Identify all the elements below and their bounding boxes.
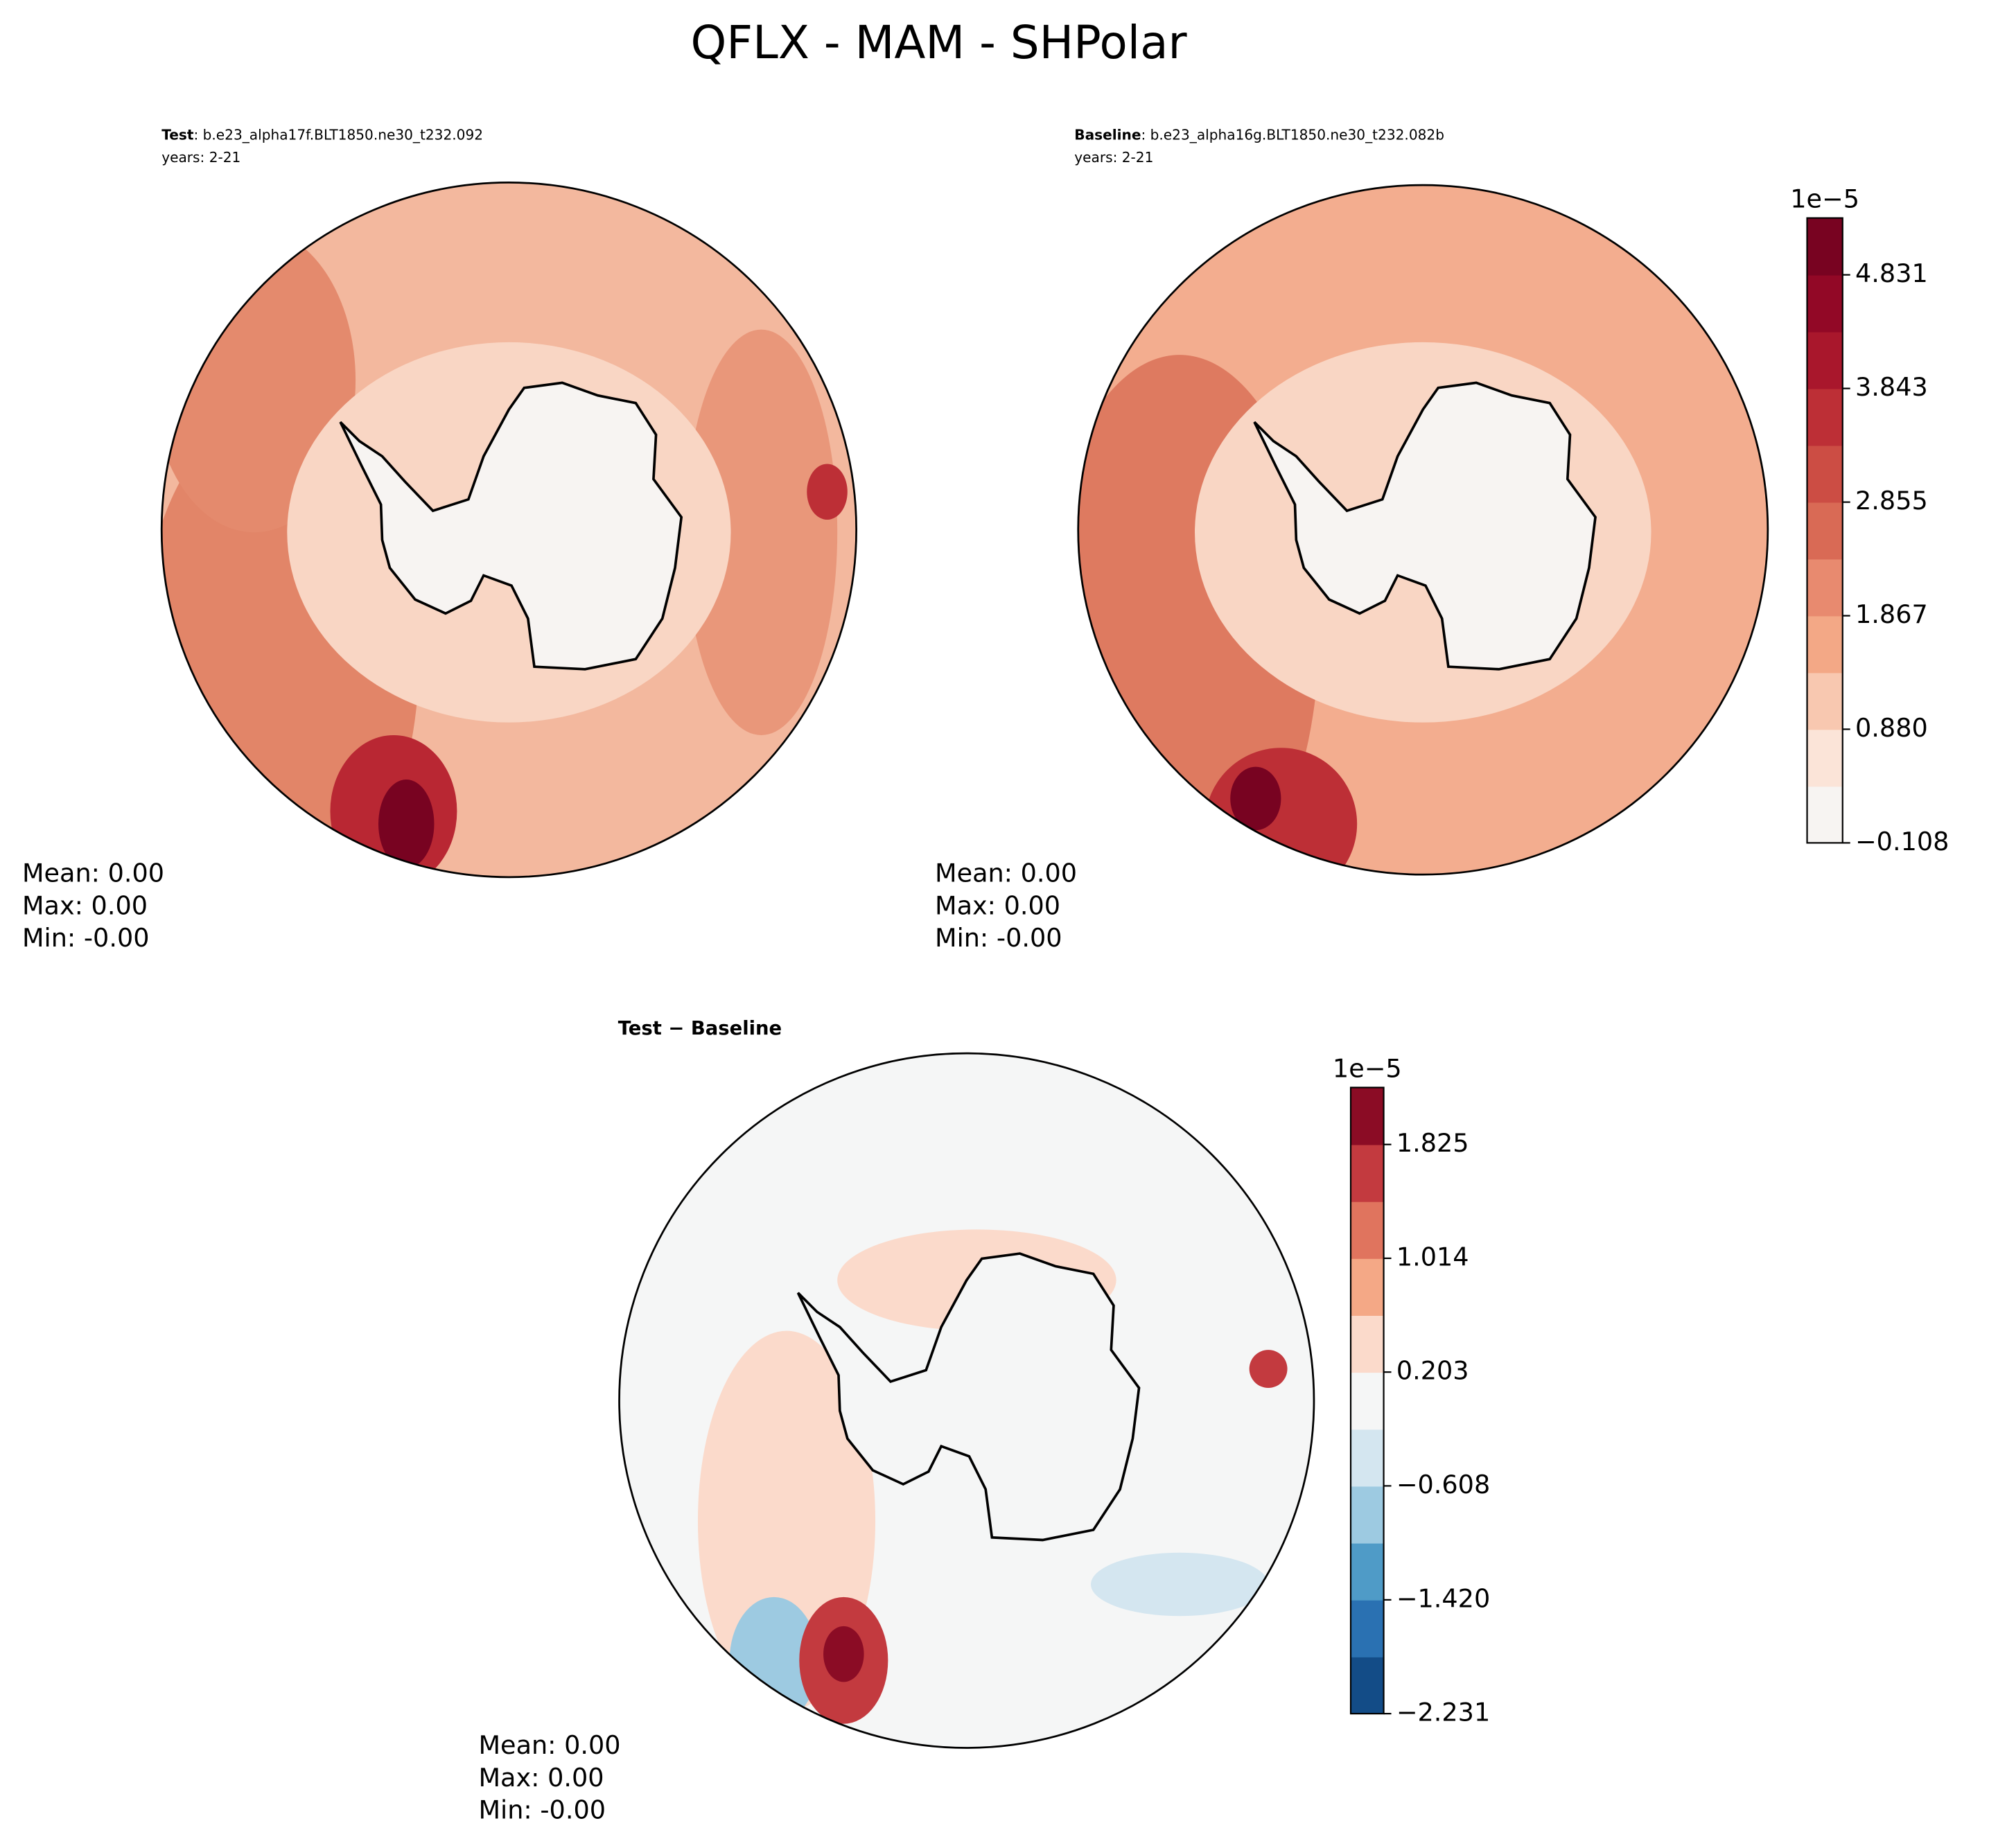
panel-label: Test − Baseline: [618, 1018, 782, 1039]
panel-case: : b.e23_alpha17f.BLT1850.ne30_t232.092: [193, 126, 483, 143]
colorbar-band: [1351, 1087, 1384, 1145]
stat: Min: -0.00: [479, 1795, 606, 1824]
colorbar-band: [1807, 729, 1843, 787]
colorbar-tick-label: 1.014: [1396, 1242, 1469, 1271]
stat: Max: 0.00: [935, 890, 1060, 920]
colorbar-band: [1351, 1258, 1384, 1316]
colorbar-tick-label: 3.843: [1855, 372, 1928, 402]
colorbar-tick-label: −2.231: [1396, 1698, 1490, 1727]
suptitle: QFLX - MAM - SHPolar: [690, 16, 1187, 69]
stat: Max: 0.00: [479, 1763, 604, 1793]
colorbar-tick-label: −0.108: [1855, 827, 1949, 856]
colorbar-tick-label: 2.855: [1855, 486, 1928, 516]
colorbar-band: [1807, 615, 1843, 674]
colorbar-offset: 1e−5: [1333, 1053, 1402, 1083]
colorbar-band: [1351, 1201, 1384, 1259]
colorbar-band: [1351, 1429, 1384, 1487]
colorbar-frame: [1806, 217, 1843, 844]
colorbar-band: [1807, 558, 1843, 617]
colorbar-tick-label: 1.867: [1855, 599, 1928, 629]
colorbar-band: [1351, 1315, 1384, 1373]
colorbar-tick-label: 4.831: [1855, 258, 1928, 288]
panel-case: : b.e23_alpha16g.BLT1850.ne30_t232.082b: [1141, 126, 1444, 143]
colorbar-frame: [1349, 1086, 1385, 1715]
panel-title: Baseline: b.e23_alpha16g.BLT1850.ne30_t2…: [1074, 126, 1444, 143]
colorbar-band: [1351, 1144, 1384, 1202]
colorbar-band: [1807, 502, 1843, 560]
stat: Min: -0.00: [935, 923, 1062, 953]
stat: Mean: 0.00: [479, 1730, 621, 1760]
colorbar-tick-label: 0.880: [1855, 713, 1928, 743]
panel-title: Test: b.e23_alpha17f.BLT1850.ne30_t232.0…: [161, 126, 483, 143]
stat: Min: -0.00: [22, 923, 149, 953]
colorbar-band: [1807, 218, 1843, 276]
panel-label: Baseline: [1074, 126, 1141, 143]
colorbar-band: [1807, 445, 1843, 503]
colorbar-band: [1351, 1486, 1384, 1544]
panel-label: Test: [161, 126, 194, 143]
colorbar-tick-label: 1.825: [1396, 1128, 1469, 1158]
colorbar-tick-label: −0.608: [1396, 1470, 1490, 1499]
stat: Mean: 0.00: [22, 859, 164, 888]
stat: Max: 0.00: [22, 890, 148, 920]
colorbar-band: [1807, 786, 1843, 844]
colorbar-band: [1351, 1656, 1384, 1715]
colorbar-band: [1807, 331, 1843, 389]
panel-subtitle: years: 2-21: [161, 149, 240, 166]
colorbar-band: [1807, 672, 1843, 730]
colorbar-tick-label: 0.203: [1396, 1356, 1469, 1386]
colorbar-band: [1807, 388, 1843, 446]
panel-subtitle: years: 2-21: [1074, 149, 1153, 166]
colorbar-band: [1807, 274, 1843, 333]
colorbar-band: [1351, 1372, 1384, 1430]
colorbar-band: [1351, 1542, 1384, 1601]
colorbar-tick-label: −1.420: [1396, 1583, 1490, 1613]
colorbar-offset: 1e−5: [1790, 184, 1859, 214]
colorbar-band: [1351, 1599, 1384, 1657]
stat: Mean: 0.00: [935, 859, 1077, 888]
